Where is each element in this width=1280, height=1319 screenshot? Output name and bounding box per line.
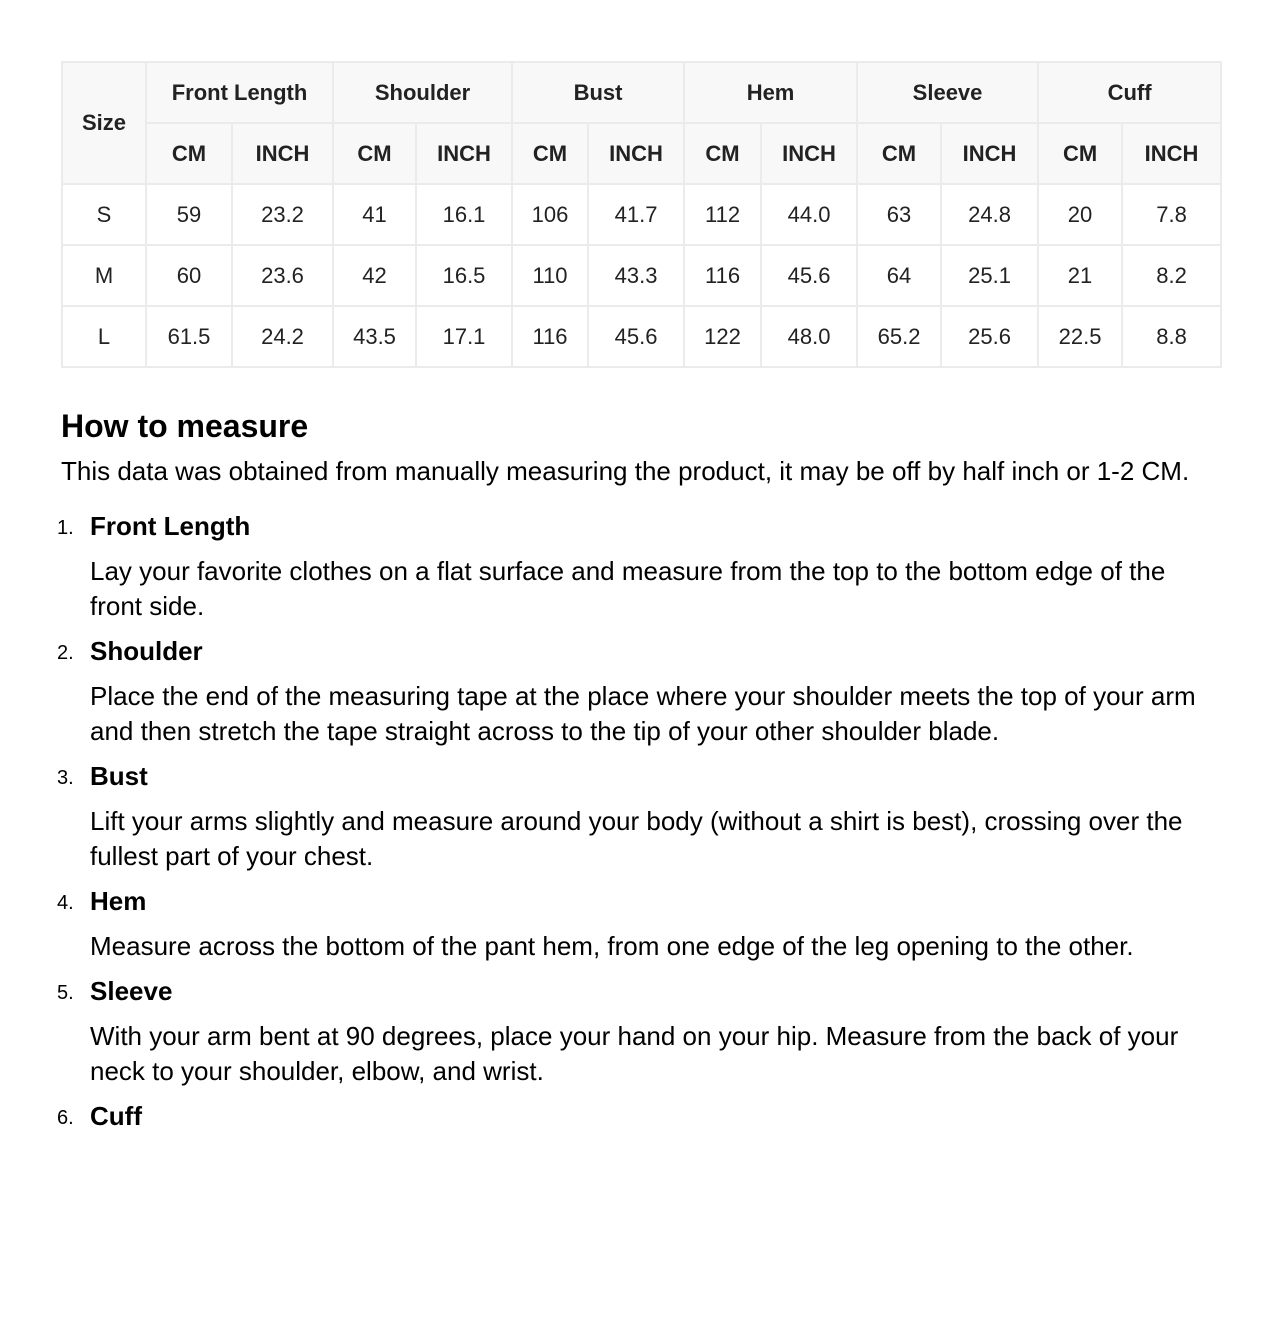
header-row-units: CM INCH CM INCH CM INCH CM INCH CM INCH CM INCH xyxy=(62,122,1223,185)
measurement-cell: 16.1 xyxy=(415,183,514,246)
table-row: L 61.5 24.2 43.5 17.1 116 45.6 122 48.0 65.2 25.6 2… xyxy=(61,305,1223,368)
unit-header-inch: INCH xyxy=(940,122,1040,185)
measurement-cell: 45.6 xyxy=(587,305,686,368)
size-cell: S xyxy=(61,183,147,246)
item-number: 6. xyxy=(57,1107,74,1129)
measure-list: 1. Front Length Lay your favorite clothes … xyxy=(57,509,1220,1134)
unit-header-cm: CM xyxy=(332,122,418,185)
measurement-cell: 8.8 xyxy=(1121,305,1223,368)
measurement-cell: 7.8 xyxy=(1121,183,1223,246)
item-number: 5. xyxy=(57,982,74,1004)
measurement-cell: 24.2 xyxy=(230,305,335,368)
measurement-cell: 22.5 xyxy=(1037,305,1124,368)
group-header: Shoulder xyxy=(332,61,514,124)
measurement-cell: 41.7 xyxy=(587,183,686,246)
list-item: 3. Bust Lift your arms slightly and measur… xyxy=(57,759,1220,874)
measurement-cell: 110 xyxy=(511,244,590,307)
measurement-cell: 23.2 xyxy=(230,183,335,246)
measurement-cell: 116 xyxy=(683,244,763,307)
unit-header-cm: CM xyxy=(1037,122,1124,185)
size-header: Size xyxy=(61,61,147,185)
measurement-cell: 59 xyxy=(145,183,233,246)
group-header: Sleeve xyxy=(856,61,1040,124)
measurement-cell: 60 xyxy=(145,244,233,307)
measurement-cell: 45.6 xyxy=(760,244,859,307)
measurement-cell: 24.8 xyxy=(940,183,1040,246)
item-title: Bust xyxy=(90,761,148,791)
measurement-cell: 63 xyxy=(856,183,943,246)
item-number: 4. xyxy=(57,892,74,914)
unit-header-cm: CM xyxy=(683,122,763,185)
unit-header-inch: INCH xyxy=(1121,122,1223,185)
measurement-cell: 65.2 xyxy=(856,305,943,368)
measurement-cell: 44.0 xyxy=(760,183,859,246)
table-row: M 60 23.6 42 16.5 110 43.3 116 45.6 64 25.1 21 8.2 xyxy=(61,244,1223,307)
item-number: 1. xyxy=(57,517,74,539)
section-title: How to measure xyxy=(61,408,309,444)
measurement-cell: 43.5 xyxy=(332,305,418,368)
item-description: Lift your arms slightly and measure arou… xyxy=(90,806,1183,871)
size-chart-table: Size Front Length Shoulder Bust Hem Slee… xyxy=(61,61,1223,368)
item-title: Hem xyxy=(90,886,147,916)
table-row: S 59 23.2 41 16.1 106 41.7 112 44.0 63 24.8 20 7.8 xyxy=(61,183,1223,246)
group-header: Bust xyxy=(511,61,686,124)
intro-text: This data was obtained from manually mea… xyxy=(61,456,1190,486)
measurement-cell: 122 xyxy=(683,305,763,368)
item-description: With your arm bent at 90 degrees, place … xyxy=(90,1021,1179,1086)
unit-header-inch: INCH xyxy=(587,122,686,185)
size-guide: Size Front Length Shoulder Bust Hem Slee… xyxy=(57,61,1223,1144)
list-item: 2. Shoulder Place the end of the measuring… xyxy=(57,634,1220,749)
measurement-cell: 25.1 xyxy=(940,244,1040,307)
measurement-cell: 8.2 xyxy=(1121,244,1223,307)
list-item: 4. Hem Measure across the bottom of the pa… xyxy=(57,884,1220,964)
group-header: Hem xyxy=(683,61,859,124)
measurement-cell: 116 xyxy=(511,305,590,368)
item-number: 2. xyxy=(57,642,74,664)
measurement-cell: 25.6 xyxy=(940,305,1040,368)
measurement-cell: 112 xyxy=(683,183,763,246)
group-header: Cuff xyxy=(1037,61,1223,124)
item-description: Lay your favorite clothes on a flat surf… xyxy=(90,556,1166,621)
measurement-cell: 64 xyxy=(856,244,943,307)
measurement-cell: 20 xyxy=(1037,183,1124,246)
unit-header-inch: INCH xyxy=(230,122,335,185)
measurement-cell: 42 xyxy=(332,244,418,307)
measurement-cell: 41 xyxy=(332,183,418,246)
list-item: 1. Front Length Lay your favorite clothes … xyxy=(57,509,1220,624)
group-header: Front Length xyxy=(144,61,335,124)
list-item: 6. Cuff xyxy=(57,1099,1220,1134)
unit-header-cm: CM xyxy=(856,122,943,185)
measurement-cell: 23.6 xyxy=(230,244,335,307)
size-cell: L xyxy=(61,305,147,368)
measurement-cell: 17.1 xyxy=(415,305,514,368)
measurement-cell: 61.5 xyxy=(145,305,233,368)
measurement-cell: 48.0 xyxy=(760,305,859,368)
measurement-cell: 43.3 xyxy=(587,244,686,307)
list-item: 5. Sleeve With your arm bent at 90 degrees… xyxy=(57,974,1220,1089)
item-title: Sleeve xyxy=(90,976,173,1006)
table-body: S 59 23.2 41 16.1 106 41.7 112 44.0 63 24.8 20 7.8 M 6… xyxy=(61,183,1223,368)
size-cell: M xyxy=(61,244,147,307)
item-title: Shoulder xyxy=(90,636,203,666)
item-number: 3. xyxy=(57,767,74,789)
measurement-cell: 106 xyxy=(511,183,590,246)
measurement-cell: 21 xyxy=(1037,244,1124,307)
item-description: Measure across the bottom of the pant he… xyxy=(90,931,1134,961)
unit-header-cm: CM xyxy=(511,122,590,185)
unit-header-cm: CM xyxy=(145,122,233,185)
unit-header-inch: INCH xyxy=(760,122,859,185)
item-title: Cuff xyxy=(90,1101,142,1131)
header-row-groups: Size Front Length Shoulder Bust Hem Slee… xyxy=(61,61,1223,185)
measurement-cell: 16.5 xyxy=(415,244,514,307)
unit-header-inch: INCH xyxy=(415,122,514,185)
item-description: Place the end of the measuring tape at t… xyxy=(90,681,1196,746)
item-title: Front Length xyxy=(90,511,251,541)
